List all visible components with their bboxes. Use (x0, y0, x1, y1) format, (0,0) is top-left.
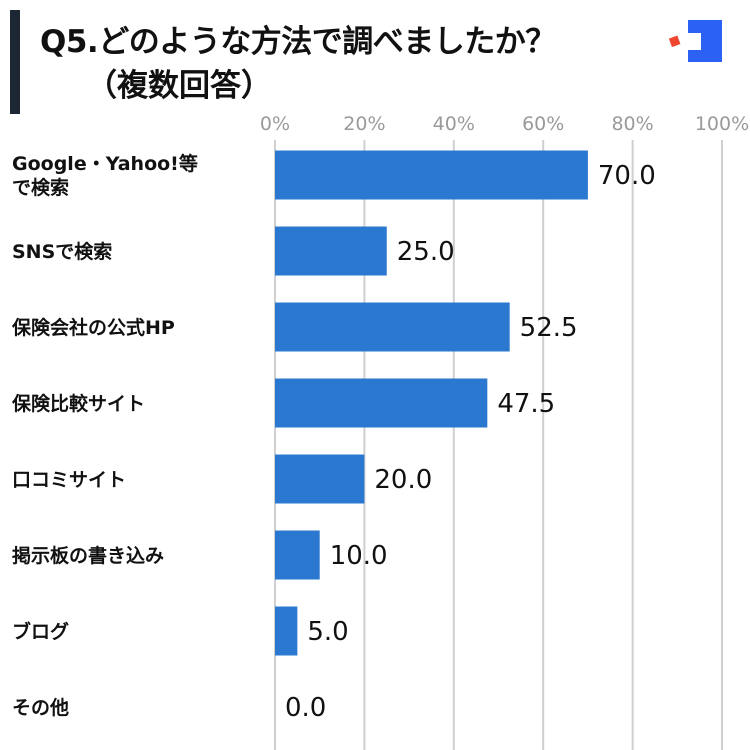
bar (275, 150, 588, 200)
data-label: 0.0 (285, 693, 326, 723)
category-label: その他 (12, 696, 69, 719)
x-tick-label: 0% (260, 113, 290, 135)
brand-logo-icon (668, 20, 722, 62)
data-label: 47.5 (497, 389, 555, 419)
bar (275, 530, 320, 580)
logo-red-mark (668, 35, 681, 48)
bar (275, 606, 298, 656)
data-label: 5.0 (307, 617, 348, 647)
title-accent-bar (10, 10, 20, 114)
category-label: 口コミサイト (12, 469, 126, 491)
category-label: ブログ (12, 620, 69, 643)
category-label: SNSで検索 (12, 240, 112, 263)
x-tick-label: 40% (433, 113, 475, 135)
category-label: 保険比較サイト (11, 392, 145, 415)
chart-title: Q5.どのような方法で調べましたか？ (40, 24, 556, 60)
category-label: 保険会社の公式HP (11, 316, 175, 339)
data-label: 20.0 (374, 465, 432, 495)
category-label: で検索 (12, 176, 69, 199)
chart-subtitle: （複数回答） (86, 68, 272, 104)
x-tick-label: 80% (611, 113, 653, 135)
bar (275, 454, 365, 504)
data-label: 70.0 (598, 161, 656, 191)
x-tick-label: 60% (522, 113, 564, 135)
logo-blue-mark (688, 20, 722, 62)
data-label: 10.0 (330, 541, 388, 571)
category-label: 掲示板の書き込み (12, 544, 164, 567)
x-tick-label: 20% (343, 113, 385, 135)
bar (275, 378, 488, 428)
category-label: Google・Yahoo!等 (12, 152, 198, 175)
data-label: 25.0 (397, 237, 455, 267)
data-label: 52.5 (520, 313, 578, 343)
bar (275, 226, 387, 276)
bar (275, 302, 510, 352)
x-tick-label: 100% (695, 113, 749, 135)
